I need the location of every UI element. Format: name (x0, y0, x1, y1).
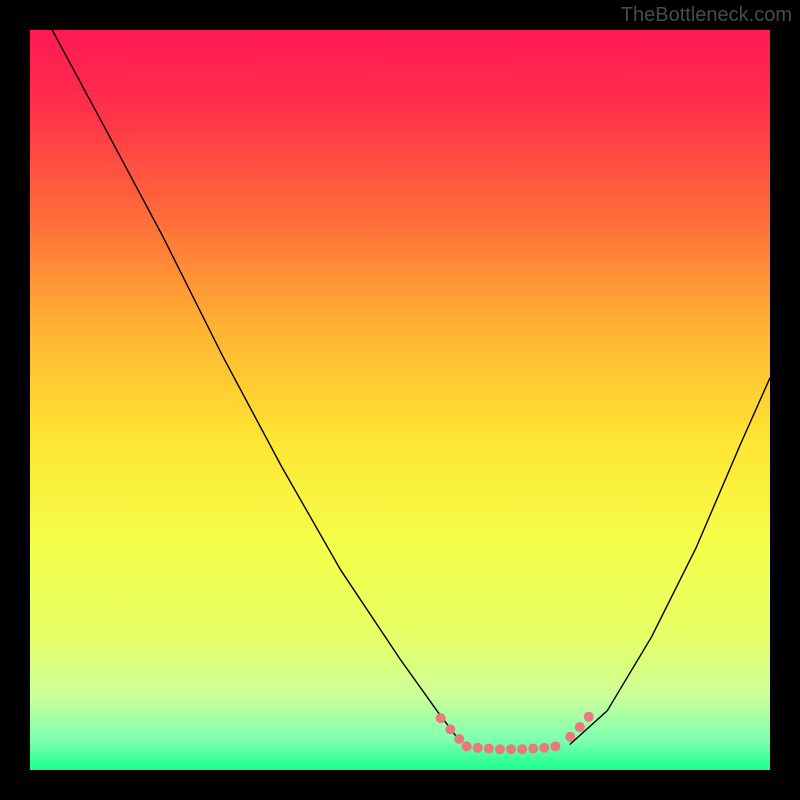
data-marker (528, 744, 538, 754)
data-marker (539, 743, 549, 753)
data-marker (584, 712, 594, 722)
data-marker (517, 744, 527, 754)
data-marker (436, 713, 446, 723)
data-marker (495, 744, 505, 754)
data-marker (575, 722, 585, 732)
watermark-text: TheBottleneck.com (621, 4, 792, 27)
data-marker (550, 741, 560, 751)
chart-plot-area (30, 30, 770, 770)
data-marker (506, 744, 516, 754)
data-marker (565, 732, 575, 742)
data-marker (473, 743, 483, 753)
data-marker (484, 744, 494, 754)
data-marker (462, 741, 472, 751)
data-marker (445, 724, 455, 734)
data-marker (454, 734, 464, 744)
bottleneck-chart (30, 30, 770, 770)
